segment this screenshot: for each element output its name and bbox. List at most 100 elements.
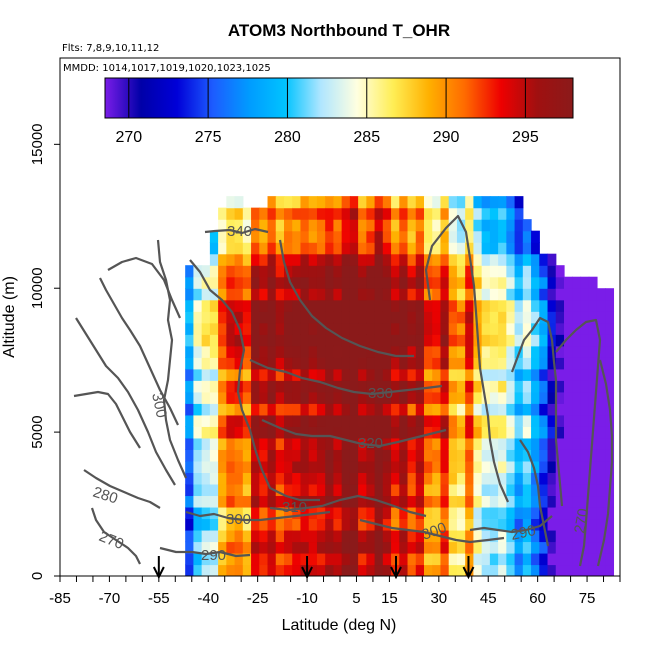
heatmap-cell [358, 541, 367, 554]
heatmap-cell [218, 414, 227, 427]
heatmap-cell [572, 460, 582, 473]
heatmap-cell [374, 460, 384, 473]
heatmap-cell [596, 414, 606, 427]
heatmap-cell [415, 483, 425, 497]
heatmap-cell [473, 495, 483, 508]
heatmap-cell [572, 449, 582, 462]
heatmap-cell [341, 506, 351, 520]
heatmap-cell [292, 518, 302, 531]
heatmap-cell [284, 437, 293, 450]
heatmap-cell [531, 449, 540, 462]
heatmap-cell [300, 483, 310, 497]
heatmap-cell [555, 414, 565, 427]
heatmap-cell [531, 368, 540, 381]
heatmap-cell [572, 391, 582, 404]
heatmap-cell [275, 253, 285, 266]
heatmap-cell [481, 230, 491, 243]
heatmap-cell [300, 414, 310, 427]
heatmap-cell [407, 265, 417, 278]
heatmap-cell [489, 368, 499, 381]
heatmap-cell [193, 495, 203, 508]
heatmap-cell [572, 426, 582, 439]
heatmap-cell [498, 541, 507, 554]
heatmap-cell [300, 541, 310, 554]
heatmap-cell [448, 414, 458, 427]
heatmap-cell [284, 541, 293, 554]
heatmap-cell [555, 518, 565, 531]
heatmap-cell [456, 288, 466, 301]
heatmap-cell [325, 449, 335, 462]
heatmap-cell [292, 311, 302, 324]
heatmap-cell [605, 460, 615, 473]
heatmap-cell [498, 449, 507, 462]
heatmap-cell [514, 426, 524, 439]
heatmap-cell [564, 334, 573, 347]
heatmap-cell [259, 299, 269, 312]
heatmap-cell [382, 276, 392, 289]
heatmap-cell [267, 541, 277, 554]
heatmap-cell [333, 426, 343, 439]
heatmap-cell [325, 380, 335, 393]
heatmap-cell [275, 322, 285, 335]
heatmap-cell [481, 368, 491, 381]
heatmap-cell [424, 460, 433, 473]
heatmap-cell [547, 552, 557, 566]
heatmap-cell [201, 529, 211, 543]
heatmap-cell [522, 265, 532, 278]
heatmap-cell [226, 380, 236, 393]
heatmap-cell [489, 426, 499, 439]
heatmap-cell [251, 483, 260, 497]
heatmap-cell [341, 345, 351, 358]
heatmap-cell [473, 299, 483, 312]
heatmap-cell [465, 311, 475, 324]
heatmap-cell [308, 368, 318, 381]
heatmap-cell [407, 437, 417, 450]
heatmap-cell [399, 564, 409, 576]
heatmap-cell [300, 219, 310, 232]
heatmap-cell [251, 414, 260, 427]
heatmap-cell [514, 207, 524, 220]
heatmap-cell [242, 460, 252, 473]
heatmap-cell [415, 253, 425, 266]
heatmap-cell [349, 541, 359, 554]
heatmap-cell [498, 207, 507, 220]
heatmap-cell [185, 368, 195, 381]
heatmap-cell [374, 483, 384, 497]
heatmap-cell [415, 518, 425, 531]
heatmap-cell [399, 345, 409, 358]
heatmap-cell [440, 391, 450, 404]
heatmap-cell [415, 449, 425, 462]
heatmap-cell [531, 426, 540, 439]
heatmap-cell [374, 253, 384, 266]
heatmap-cell [415, 265, 425, 278]
heatmap-cell [341, 564, 351, 576]
heatmap-cell [226, 265, 236, 278]
heatmap-cell [325, 552, 335, 566]
heatmap-cell [555, 541, 565, 554]
heatmap-cell [432, 299, 442, 312]
heatmap-cell [465, 495, 475, 508]
heatmap-cell [226, 495, 236, 508]
heatmap-cell [325, 472, 335, 485]
heatmap-cell [374, 357, 384, 370]
heatmap-cell [580, 391, 590, 404]
heatmap-cell [259, 242, 269, 255]
heatmap-cell [382, 230, 392, 243]
heatmap-cell [201, 541, 211, 554]
heatmap-cell [193, 472, 203, 485]
heatmap-cell [382, 368, 392, 381]
heatmap-cell [226, 483, 236, 497]
heatmap-cell [555, 564, 565, 576]
contour-line-right-1 [510, 316, 564, 507]
heatmap-cell [514, 322, 524, 335]
heatmap-cell [506, 334, 516, 347]
heatmap-cell [448, 311, 458, 324]
heatmap-cell [489, 207, 499, 220]
heatmap-cell [539, 322, 549, 335]
heatmap-cell [366, 541, 376, 554]
heatmap-cell [374, 311, 384, 324]
heatmap-cell [316, 437, 326, 450]
heatmap-cell [292, 483, 302, 497]
heatmap-cell [432, 322, 442, 335]
heatmap-cell [382, 472, 392, 485]
